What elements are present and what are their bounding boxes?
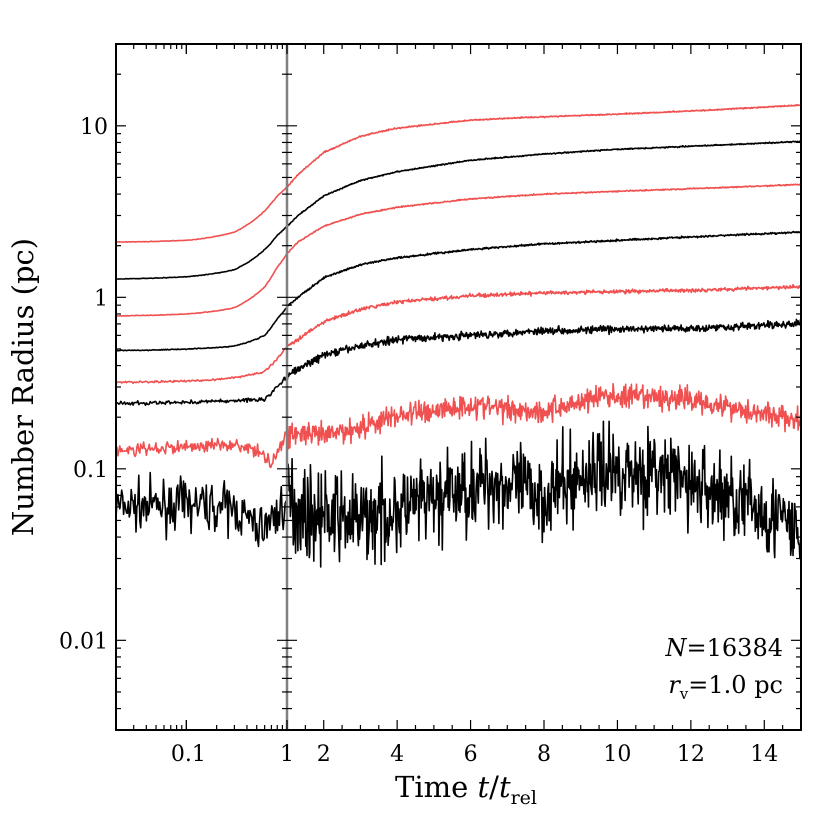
y-axis-label: Number Radius (pc): [6, 238, 40, 536]
annotation-n: N=16384: [665, 634, 783, 662]
x-tick-label: 10: [603, 742, 631, 767]
annotation-r-eq: =: [688, 671, 708, 699]
x-tick-label: 2: [317, 742, 331, 767]
x-tick-label: 8: [537, 742, 551, 767]
x-tick-label: 1: [280, 742, 294, 767]
x-axis-label-sub: rel: [511, 787, 537, 809]
y-tick-label: 0.01: [59, 629, 108, 654]
annotation-n-value: 16384: [707, 634, 783, 662]
annotation-r-sub: v: [679, 685, 689, 703]
x-axis-label-prefix: Time: [395, 770, 478, 804]
x-tick-label: 14: [750, 742, 778, 767]
plot-frame: [115, 43, 802, 731]
x-axis-label-t2: t: [499, 770, 511, 804]
annotation-r-symbol: r: [668, 671, 681, 699]
annotation-rv: rv=1.0 pc: [668, 671, 783, 703]
x-tick-label: 0.1: [171, 742, 206, 767]
x-tick-label: 12: [677, 742, 705, 767]
annotation-n-eq: =: [687, 634, 707, 662]
y-tick-label: 1: [94, 286, 108, 311]
x-tick-label: 4: [390, 742, 404, 767]
x-axis-label: Time t/trel: [395, 770, 537, 809]
annotation-r-value: 1.0 pc: [708, 671, 783, 699]
x-axis-label-t: t: [478, 770, 490, 804]
y-tick-label: 10: [80, 115, 108, 140]
x-tick-label: 6: [464, 742, 478, 767]
x-axis-label-slash: /: [489, 770, 499, 804]
y-tick-label: 0.1: [73, 458, 108, 483]
annotation-n-symbol: N: [665, 634, 688, 662]
